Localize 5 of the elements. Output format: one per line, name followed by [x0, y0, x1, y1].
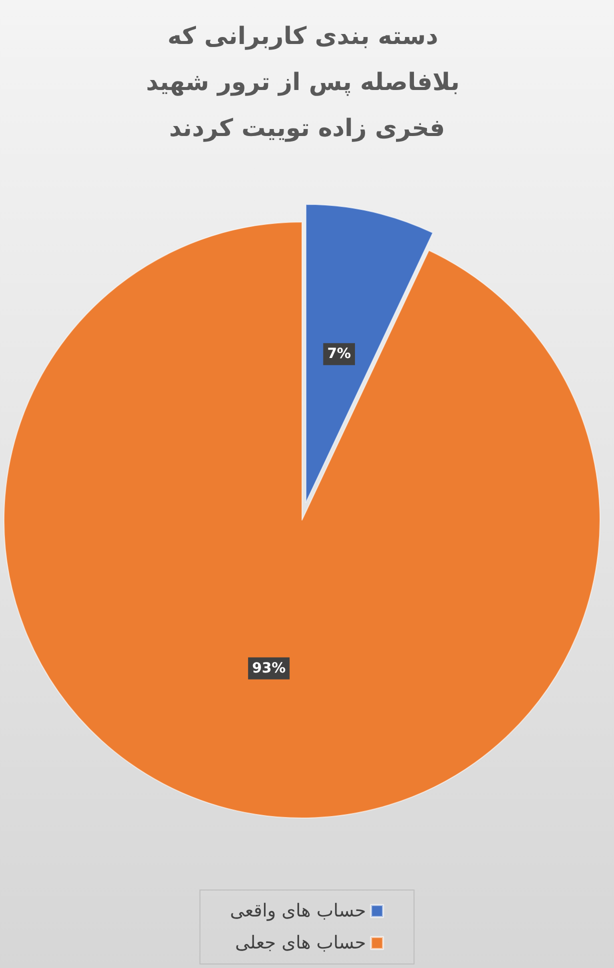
chart-title: دسته بندی کاربرانی که بلافاصله پس از ترور شهید فخری زاده توییت کردند — [146, 22, 468, 142]
legend-label: حساب های جعلی — [235, 932, 366, 954]
data-label: 7% — [327, 346, 351, 362]
data-label: 93% — [252, 660, 286, 676]
legend-label: حساب های واقعی — [230, 900, 366, 922]
